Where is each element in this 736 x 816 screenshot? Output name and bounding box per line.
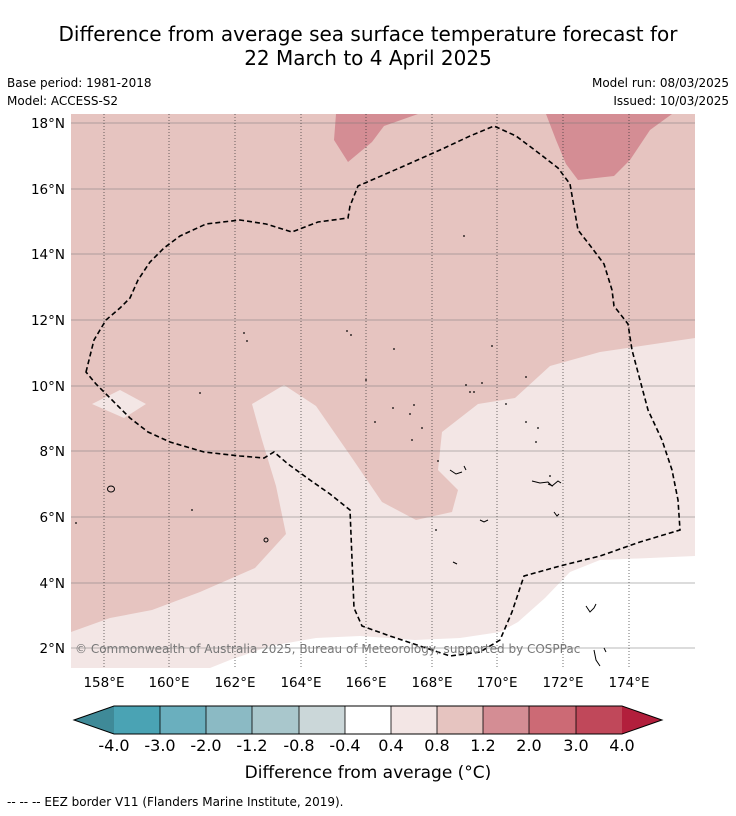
colorbar-tick: -1.2 (236, 736, 267, 755)
colorbar-swatch (345, 706, 391, 734)
colorbar-swatch (252, 706, 299, 734)
anomaly-1.2-2.0-northeast (546, 114, 672, 180)
lat-label: 2°N (40, 641, 65, 657)
meta-right: Model run: 08/03/2025 Issued: 10/03/2025 (592, 74, 729, 110)
anomaly-1.2-2.0-north (334, 114, 418, 162)
colorbar-tick: -4.0 (98, 736, 129, 755)
colorbar-swatch (114, 706, 160, 734)
longitude-labels: 158°E 160°E 162°E 164°E 166°E 168°E 170°… (83, 675, 649, 691)
lon-label: 166°E (345, 675, 386, 691)
model-run: Model run: 08/03/2025 (591, 76, 729, 90)
colorbar-tick: -3.0 (144, 736, 175, 755)
model-name: Model: ACCESS-S2 (7, 94, 119, 108)
colorbar-swatch (437, 706, 483, 734)
lat-label: 18°N (31, 116, 65, 132)
colorbar-tick: 0.8 (424, 736, 449, 755)
map-area: © Commonwealth of Australia 2025, Bureau… (71, 114, 695, 668)
anomaly-0.4-0.8-region (71, 338, 695, 668)
colorbar-extend-high (622, 706, 662, 734)
colorbar-tick: -0.4 (329, 736, 360, 755)
lon-label: 170°E (476, 675, 517, 691)
colorbar: -4.0 -3.0 -2.0 -1.2 -0.8 -0.4 0.4 0.8 1.… (72, 705, 664, 755)
issued-date: Issued: 10/03/2025 (613, 94, 729, 108)
colorbar-tick: 0.4 (378, 736, 403, 755)
latitude-labels: 18°N 16°N 14°N 12°N 10°N 8°N 6°N 4°N 2°N (31, 116, 65, 657)
lat-label: 14°N (31, 247, 65, 263)
lon-label: 164°E (280, 675, 321, 691)
colorbar-tick: -0.8 (283, 736, 314, 755)
colorbar-swatch (299, 706, 345, 734)
lon-label: 162°E (214, 675, 255, 691)
base-period: Base period: 1981-2018 (7, 76, 152, 90)
eez-legend-footer: -- -- -- EEZ border V11 (Flanders Marine… (7, 795, 344, 809)
colorbar-tick: 1.2 (470, 736, 495, 755)
colorbar-tick: -2.0 (190, 736, 221, 755)
colorbar-ticks: -4.0 -3.0 -2.0 -1.2 -0.8 -0.4 0.4 0.8 1.… (98, 736, 634, 755)
colorbar-swatch (160, 706, 206, 734)
lat-label: 16°N (31, 182, 65, 198)
colorbar-tick: 4.0 (609, 736, 634, 755)
colorbar-tick: 3.0 (563, 736, 588, 755)
colorbar-swatch (483, 706, 529, 734)
lon-label: 174°E (608, 675, 649, 691)
island-outlines (107, 465, 607, 667)
eez-border-line (85, 125, 681, 657)
colorbar-swatch (576, 706, 622, 734)
colorbar-swatch (529, 706, 576, 734)
lon-label: 172°E (542, 675, 583, 691)
lon-label: 158°E (83, 675, 124, 691)
lon-label: 160°E (148, 675, 189, 691)
lat-label: 10°N (31, 379, 65, 395)
lat-label: 4°N (40, 576, 65, 592)
anomaly-patch-west (92, 390, 146, 418)
map-title: Difference from average sea surface temp… (0, 22, 736, 70)
colorbar-tick: 2.0 (516, 736, 541, 755)
lat-label: 12°N (31, 313, 65, 329)
colorbar-swatch (206, 706, 252, 734)
atoll-dots (75, 235, 551, 531)
anomaly-neutral-region (210, 556, 695, 668)
meta-left: Base period: 1981-2018 Model: ACCESS-S2 (7, 74, 152, 110)
title-line-2: 22 March to 4 April 2025 (244, 46, 492, 70)
lat-label: 6°N (40, 510, 65, 526)
lon-label: 168°E (411, 675, 452, 691)
colorbar-extend-low (74, 706, 114, 734)
lat-label: 8°N (40, 444, 65, 460)
colorbar-swatch (391, 706, 437, 734)
latitude-gridlines (71, 122, 695, 649)
title-line-1: Difference from average sea surface temp… (58, 22, 678, 46)
colorbar-label: Difference from average (°C) (244, 763, 492, 783)
copyright-notice: © Commonwealth of Australia 2025, Bureau… (75, 642, 580, 656)
